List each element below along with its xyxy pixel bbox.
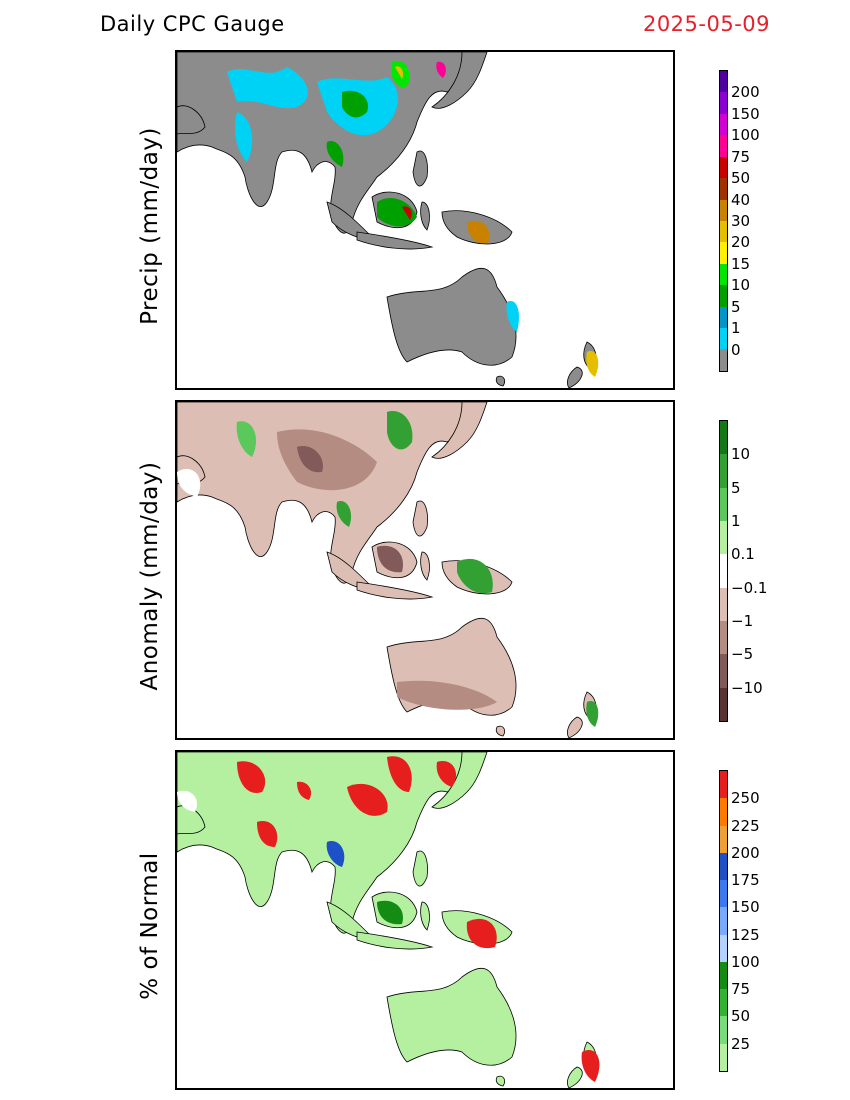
colorbar-swatch [720, 487, 727, 521]
colorbar-tick-label: 100 [731, 952, 760, 971]
colorbar-swatch [720, 961, 727, 990]
percent-normal-axis-label: % of Normal [137, 852, 163, 1000]
percent-normal-areas [177, 756, 600, 1082]
colorbar-swatch [720, 199, 727, 221]
colorbar-tick-label: 0 [731, 340, 741, 359]
colorbar-swatch [720, 907, 727, 935]
map-date: 2025-05-09 [642, 12, 770, 36]
colorbar-tick-label: 75 [731, 147, 751, 166]
colorbar-tick-label: 150 [731, 898, 760, 917]
colorbar-tick-label: 175 [731, 871, 760, 890]
colorbar-tick-label: −10 [731, 678, 763, 697]
map-title: Daily CPC Gauge [100, 12, 285, 36]
colorbar-swatch [720, 92, 727, 114]
colorbar-swatch [720, 306, 727, 329]
colorbar-swatch [720, 880, 727, 908]
colorbar-tick-label: −1 [731, 612, 754, 630]
colorbar-swatch [720, 852, 727, 881]
colorbar-tick-label: 250 [731, 789, 760, 808]
precip-colorbar [719, 70, 728, 372]
colorbar-tick-label: 200 [731, 83, 760, 102]
anomaly-axis-label: Anomaly (mm/day) [137, 461, 163, 691]
precip-rain-areas [227, 60, 599, 377]
colorbar-tick-label: 5 [731, 297, 741, 316]
colorbar-swatch [720, 771, 727, 799]
colorbar-swatch [720, 263, 727, 286]
colorbar-swatch [720, 71, 727, 93]
colorbar-swatch [720, 520, 727, 555]
colorbar-tick-label: 30 [731, 212, 751, 230]
colorbar-swatch [720, 1043, 727, 1071]
colorbar-swatch [720, 349, 727, 371]
colorbar-swatch [720, 934, 727, 962]
colorbar-swatch [720, 798, 727, 826]
colorbar-tick-label: 50 [731, 1007, 751, 1026]
anomaly-areas [177, 411, 599, 727]
colorbar-tick-label: 10 [731, 445, 751, 464]
colorbar-tick-label: 5 [731, 478, 741, 497]
colorbar-tick-label: 0.1 [731, 545, 755, 564]
colorbar-tick-label: 50 [731, 169, 751, 188]
colorbar-swatch [720, 421, 727, 455]
colorbar-swatch [720, 587, 727, 621]
colorbar-tick-label: 75 [731, 980, 751, 999]
precip-axis-label: Precip (mm/day) [137, 127, 163, 325]
colorbar-swatch [720, 178, 727, 200]
colorbar-tick-label: −5 [731, 645, 754, 664]
colorbar-swatch [720, 220, 727, 243]
percent-normal-colorbar [719, 770, 728, 1072]
anomaly-map [177, 402, 599, 738]
colorbar-tick-label: 15 [731, 254, 751, 273]
colorbar-swatch [720, 113, 727, 136]
colorbar-tick-label: 40 [731, 190, 751, 209]
colorbar-swatch [720, 135, 727, 157]
colorbar-tick-label: 200 [731, 843, 760, 862]
colorbar-swatch [720, 242, 727, 264]
colorbar-tick-label: 100 [731, 126, 760, 145]
colorbar-swatch [720, 654, 727, 688]
colorbar-tick-label: 125 [731, 925, 760, 944]
colorbar-tick-label: −0.1 [731, 578, 768, 597]
colorbar-swatch [720, 454, 727, 488]
colorbar-swatch [720, 328, 727, 350]
precip-map-panel [175, 50, 675, 390]
colorbar-swatch [720, 620, 727, 655]
colorbar-swatch [720, 1016, 727, 1044]
anomaly-colorbar [719, 420, 728, 722]
colorbar-tick-label: 150 [731, 104, 760, 123]
colorbar-swatch [720, 156, 727, 179]
colorbar-swatch [720, 989, 727, 1017]
percent-normal-map [177, 752, 600, 1088]
colorbar-swatch [720, 554, 727, 588]
colorbar-tick-label: 225 [731, 816, 760, 835]
colorbar-tick-label: 20 [731, 233, 751, 252]
percent-normal-map-panel [175, 750, 675, 1090]
colorbar-tick-label: 25 [731, 1034, 751, 1053]
anomaly-map-panel [175, 400, 675, 740]
colorbar-tick-label: 1 [731, 319, 741, 338]
precip-map [177, 52, 599, 388]
colorbar-swatch [720, 825, 727, 853]
colorbar-tick-label: 1 [731, 512, 741, 530]
colorbar-swatch [720, 687, 727, 721]
colorbar-tick-label: 10 [731, 276, 751, 295]
colorbar-swatch [720, 285, 727, 307]
